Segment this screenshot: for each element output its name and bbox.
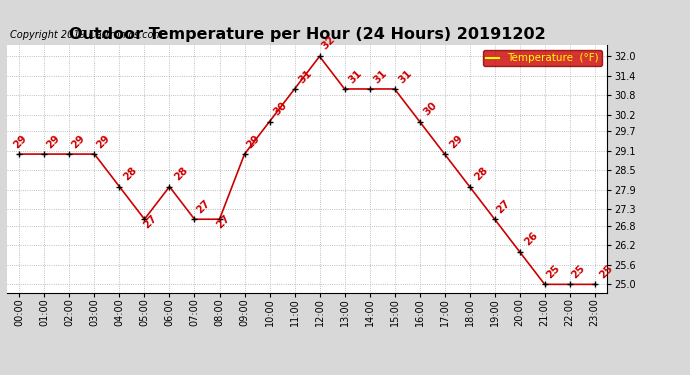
Title: Outdoor Temperature per Hour (24 Hours) 20191202: Outdoor Temperature per Hour (24 Hours) …: [69, 27, 545, 42]
Text: 29: 29: [447, 133, 464, 150]
Text: 28: 28: [172, 165, 189, 183]
Legend: Temperature  (°F): Temperature (°F): [483, 50, 602, 66]
Text: 28: 28: [122, 165, 139, 183]
Text: Copyright 2019 Cartronics.com: Copyright 2019 Cartronics.com: [10, 30, 163, 40]
Text: 32: 32: [319, 34, 337, 51]
Text: 31: 31: [397, 68, 415, 85]
Text: 25: 25: [598, 263, 615, 280]
Text: 30: 30: [272, 100, 289, 118]
Text: 30: 30: [422, 100, 440, 118]
Text: 29: 29: [95, 133, 112, 150]
Text: 28: 28: [472, 165, 489, 183]
Text: 29: 29: [70, 133, 87, 150]
Text: 27: 27: [495, 198, 512, 215]
Text: 29: 29: [244, 133, 262, 150]
Text: 29: 29: [44, 133, 61, 150]
Text: 27: 27: [195, 198, 212, 215]
Text: 27: 27: [215, 213, 232, 231]
Text: 29: 29: [12, 133, 29, 150]
Text: 31: 31: [297, 68, 315, 85]
Text: 27: 27: [142, 213, 159, 231]
Text: 31: 31: [372, 68, 389, 85]
Text: 25: 25: [570, 263, 587, 280]
Text: 26: 26: [522, 231, 540, 248]
Text: 25: 25: [544, 263, 562, 280]
Text: 31: 31: [347, 68, 364, 85]
